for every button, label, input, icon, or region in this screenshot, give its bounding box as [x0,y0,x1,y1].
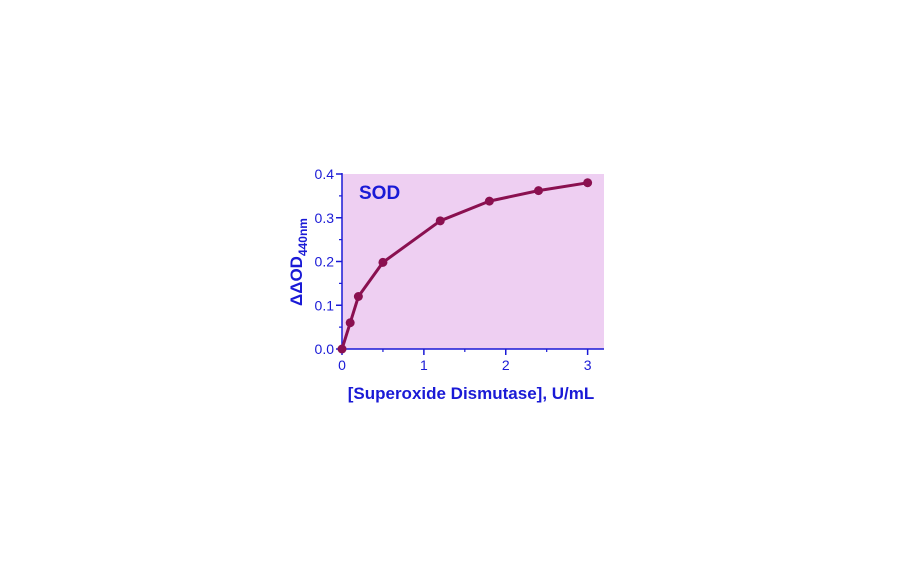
chart-annotation: SOD [359,183,400,204]
data-point [345,318,355,328]
y-tick-label: 0.3 [315,210,335,226]
x-tick-label: 3 [584,357,592,373]
series [337,178,593,354]
y-tick-label: 0.0 [315,341,335,357]
x-tick-label: 0 [338,357,346,373]
y-tick-label: 0.4 [315,166,335,182]
data-point [534,186,543,196]
series-line [340,181,588,350]
x-tick-label: 1 [420,357,428,373]
y-axis-label-main: ΔΔOD [287,256,306,306]
x-axis-label: [Superoxide Dismutase], U/mL [348,384,595,403]
data-point [435,216,445,226]
data-point [583,178,593,188]
data-point [378,257,388,267]
data-point [337,344,347,354]
x-tick-label: 2 [502,357,510,373]
y-axis-label: ΔΔOD440nm [287,218,310,306]
y-tick-label: 0.2 [315,254,335,270]
y-axis-label-subscript: 440nm [296,218,310,256]
data-point [484,196,494,206]
y-axis: 0.0 0.1 0.2 0.3 0.4 [315,166,343,357]
data-point [353,292,363,301]
x-axis: 0 1 2 3 [338,348,604,373]
y-tick-label: 0.1 [315,297,335,313]
